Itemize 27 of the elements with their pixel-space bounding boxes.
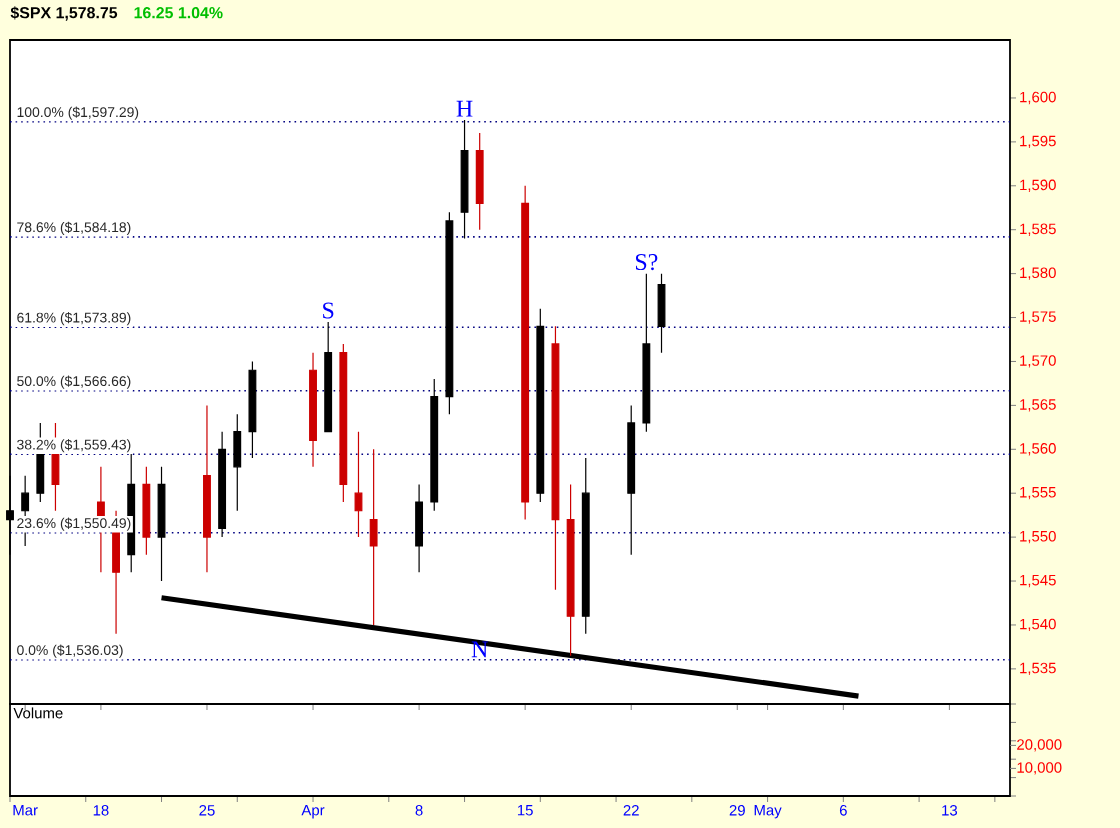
candlestick (445, 211, 454, 415)
annotation: N (471, 641, 488, 658)
candlestick (324, 321, 333, 433)
candlestick (309, 352, 317, 468)
annotation: H (456, 100, 473, 117)
candlestick (551, 325, 560, 591)
candlestick (566, 483, 575, 657)
candlestick (354, 431, 363, 538)
candlestick (157, 466, 166, 582)
candlestick (339, 343, 348, 503)
candlestick (430, 378, 439, 512)
candlestick (581, 457, 590, 635)
annotation: S? (636, 254, 658, 271)
candlestick (142, 466, 151, 556)
candlestick (475, 132, 484, 231)
candlestick (218, 431, 227, 538)
candlestick (627, 404, 636, 556)
candlestick (415, 483, 424, 573)
candlestick (536, 308, 545, 503)
candlestick (521, 185, 530, 521)
annotation: S (323, 302, 334, 319)
candlestick (203, 404, 211, 573)
candlestick (369, 448, 378, 626)
candlestick (642, 273, 651, 433)
candlestick (460, 119, 469, 240)
candlestick (233, 413, 242, 512)
candlestick (248, 360, 257, 459)
